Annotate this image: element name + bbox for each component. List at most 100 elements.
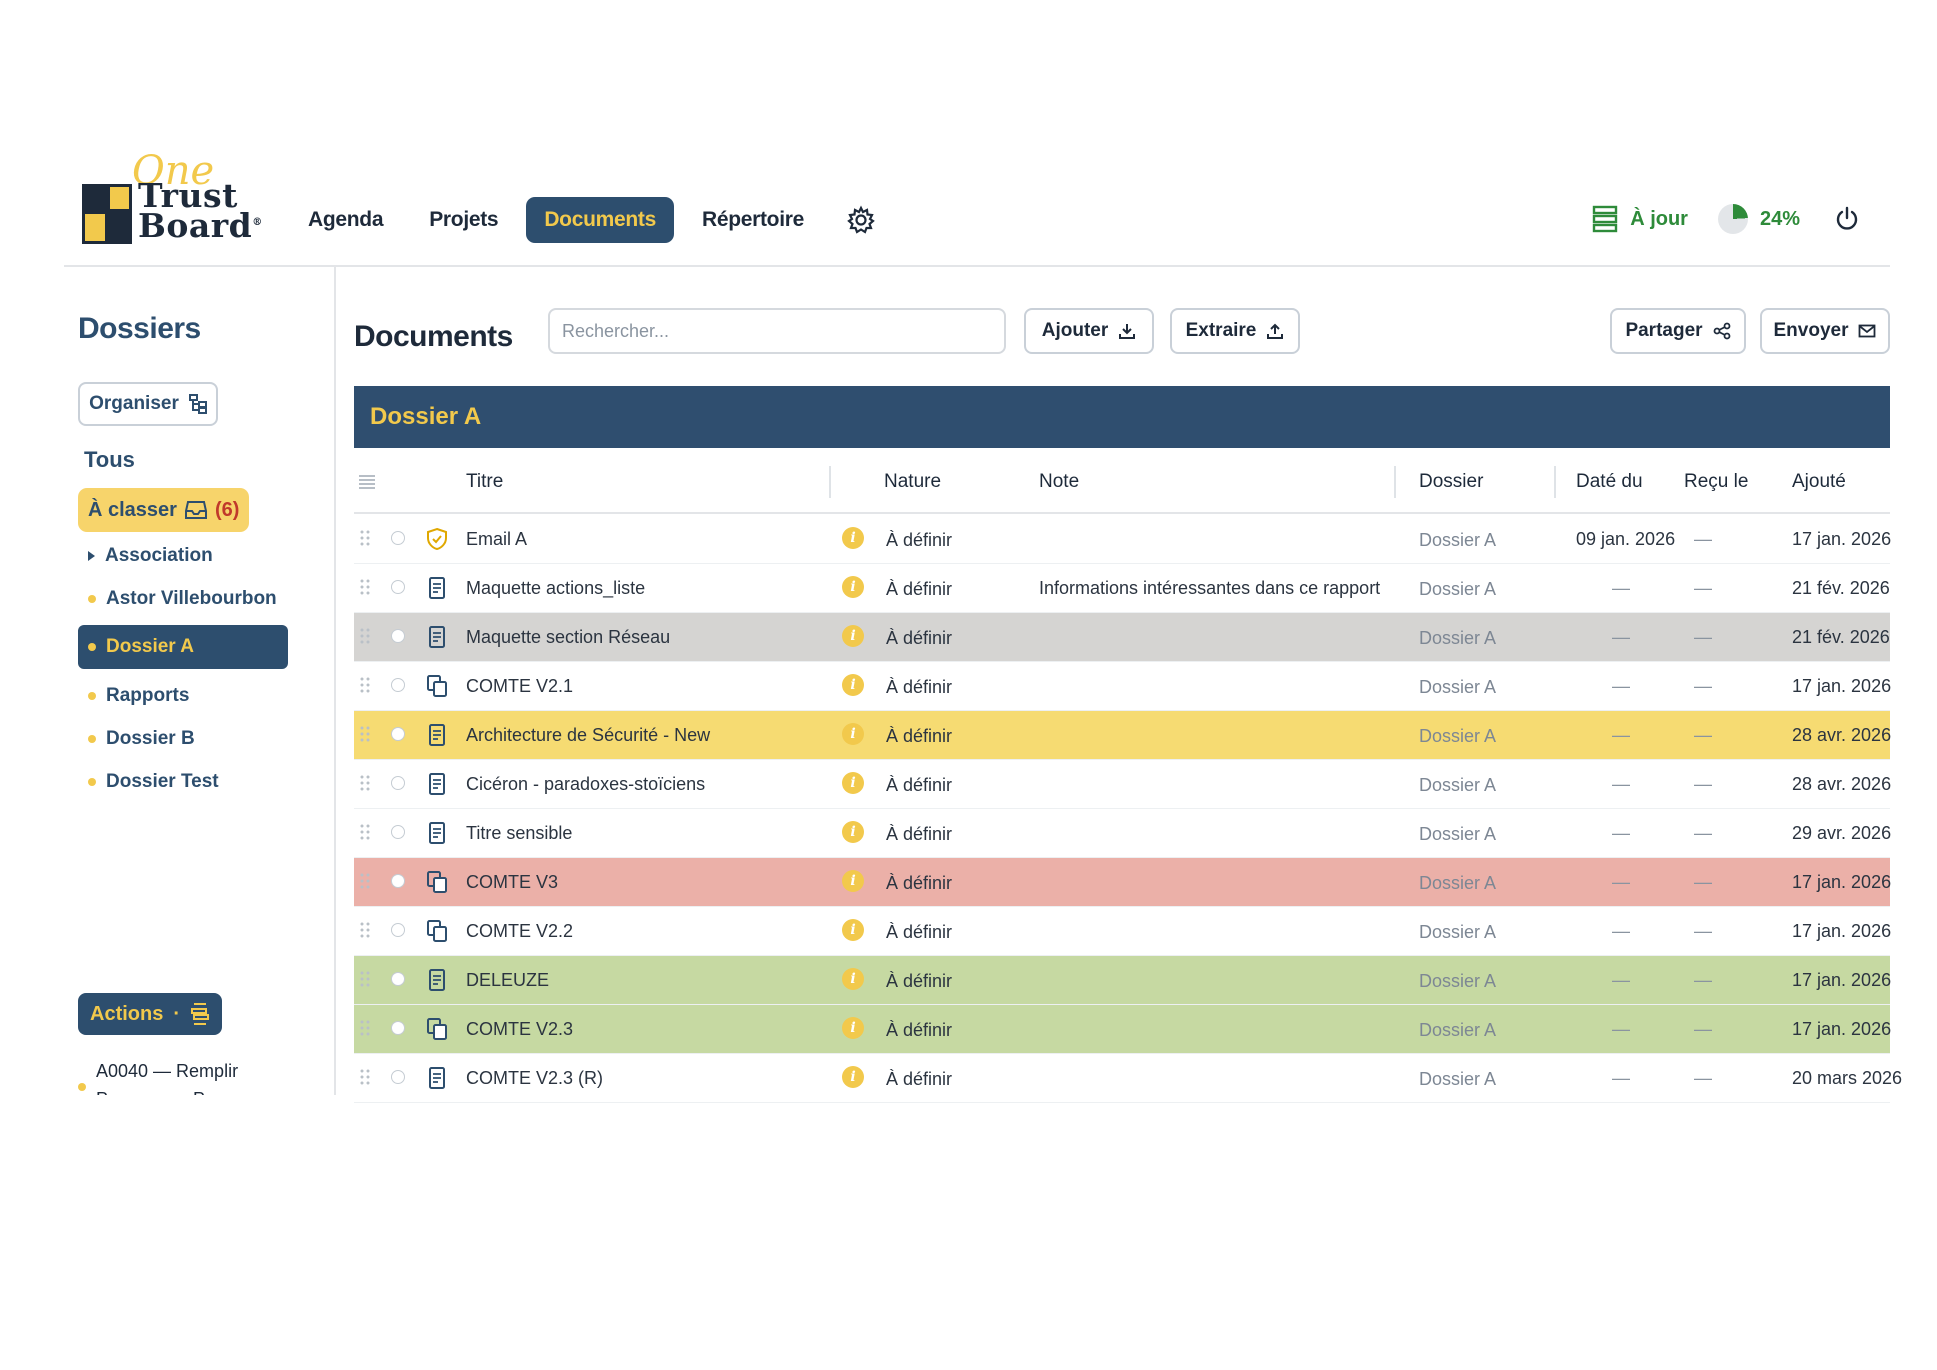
col-date[interactable]: Daté du [1576, 471, 1643, 492]
row-select-radio[interactable] [391, 923, 405, 937]
cell-nature[interactable]: À définir [886, 726, 953, 746]
drag-handle-icon[interactable] [360, 872, 370, 890]
drag-handle-icon[interactable] [360, 1019, 370, 1037]
cell-titre[interactable]: COMTE V2.3 (R) [466, 1068, 604, 1088]
table-row[interactable]: COMTE V2.3 i À définir Dossier A — — 17 jan. 2… [354, 1005, 1891, 1054]
cell-titre[interactable]: Email A [466, 529, 528, 549]
sidebar-folder[interactable]: Astor Villebourbon [78, 582, 288, 615]
table-row[interactable]: Maquette actions_liste i À définir Informat… [354, 564, 1890, 613]
cell-nature[interactable]: À définir [886, 677, 953, 697]
row-select-radio[interactable] [391, 580, 405, 594]
table-row[interactable]: Architecture de Sécurité - New i À définir… [354, 711, 1891, 760]
info-icon[interactable]: i [842, 674, 864, 696]
table-row[interactable]: DELEUZE i À définir Dossier A — — 17 jan. 2026 [354, 956, 1891, 1005]
envoyer-button[interactable]: Envoyer [1760, 308, 1890, 354]
col-nature[interactable]: Nature [884, 471, 942, 492]
drag-handle-icon[interactable] [360, 529, 370, 547]
expand-triangle-icon[interactable] [88, 550, 95, 561]
cell-titre[interactable]: COMTE V2.2 [466, 921, 574, 941]
info-icon[interactable]: i [842, 1017, 864, 1039]
drag-handle-icon[interactable] [360, 970, 370, 988]
sidebar-folder[interactable]: Dossier B [78, 722, 288, 755]
logo[interactable]: One Trust Board® [82, 148, 272, 248]
cell-nature[interactable]: À définir [886, 824, 953, 844]
row-select-radio[interactable] [391, 1021, 405, 1035]
info-icon[interactable]: i [842, 527, 864, 549]
col-dossier[interactable]: Dossier [1419, 471, 1484, 492]
info-icon[interactable]: i [842, 625, 864, 647]
cell-nature[interactable]: À définir [886, 1069, 953, 1089]
drag-handle-icon[interactable] [360, 921, 370, 939]
action-item[interactable]: A0040 — Remplir Parcoursup Poupou modifi… [78, 1057, 318, 1095]
cell-nature[interactable]: À définir [886, 579, 953, 599]
info-icon[interactable]: i [842, 772, 864, 794]
row-select-radio[interactable] [391, 678, 405, 692]
cell-nature[interactable]: À définir [886, 530, 953, 550]
info-icon[interactable]: i [842, 821, 864, 843]
info-icon[interactable]: i [842, 723, 864, 745]
cell-titre[interactable]: Architecture de Sécurité - New [466, 725, 711, 745]
cell-titre[interactable]: DELEUZE [466, 970, 550, 990]
row-select-radio[interactable] [391, 531, 405, 545]
row-select-radio[interactable] [391, 972, 405, 986]
row-select-radio[interactable] [391, 629, 405, 643]
info-icon[interactable]: i [842, 870, 864, 892]
tab-documents[interactable]: Documents [526, 197, 674, 243]
cell-titre[interactable]: COMTE V2.3 [466, 1019, 574, 1039]
database-sync-icon[interactable] [1592, 205, 1618, 233]
cell-note[interactable]: Informations intéressantes dans ce rappo… [1039, 578, 1381, 598]
table-row[interactable]: COMTE V3 i À définir Dossier A — — 17 jan. 202… [354, 858, 1891, 907]
drag-handle-icon[interactable] [360, 578, 370, 596]
column-menu-icon[interactable] [358, 474, 376, 490]
col-ajoute[interactable]: Ajouté [1792, 471, 1846, 492]
row-select-radio[interactable] [391, 1070, 405, 1084]
col-titre[interactable]: Titre [466, 471, 504, 492]
power-icon[interactable] [1834, 206, 1860, 232]
a-classer-button[interactable]: À classer (6) [78, 488, 250, 532]
sidebar-folder[interactable]: Association [78, 539, 288, 572]
info-icon[interactable]: i [842, 968, 864, 990]
sidebar-folder[interactable]: Rapports [78, 679, 288, 712]
actions-button[interactable]: Actions · [78, 993, 223, 1035]
info-icon[interactable]: i [842, 576, 864, 598]
cell-nature[interactable]: À définir [886, 873, 953, 893]
tab-projets[interactable]: Projets [429, 208, 499, 231]
cell-nature[interactable]: À définir [886, 775, 953, 795]
cell-titre[interactable]: Maquette section Réseau [466, 627, 671, 647]
organiser-button[interactable]: Organiser [78, 382, 218, 426]
cell-titre[interactable]: Maquette actions_liste [466, 578, 646, 598]
table-row[interactable]: Titre sensible i À définir Dossier A — — 29 av… [354, 809, 1891, 858]
info-icon[interactable]: i [842, 919, 864, 941]
partager-button[interactable]: Partager [1610, 308, 1746, 354]
col-recu[interactable]: Reçu le [1684, 471, 1749, 492]
gear-icon[interactable] [846, 205, 876, 235]
cell-titre[interactable]: Titre sensible [466, 823, 573, 843]
row-select-radio[interactable] [391, 776, 405, 790]
sidebar-folder[interactable]: Dossier Test [78, 765, 288, 798]
cell-titre[interactable]: COMTE V2.1 [466, 676, 574, 696]
row-select-radio[interactable] [391, 727, 405, 741]
table-row[interactable]: COMTE V2.3 (R) i À définir Dossier A — — 20 ma… [354, 1054, 1902, 1103]
info-icon[interactable]: i [842, 1066, 864, 1088]
sidebar-folder[interactable]: Dossier A [78, 625, 288, 669]
col-note[interactable]: Note [1039, 471, 1080, 492]
drag-handle-icon[interactable] [360, 627, 370, 645]
cell-titre[interactable]: COMTE V3 [466, 872, 559, 892]
extraire-button[interactable]: Extraire [1170, 308, 1300, 354]
drag-handle-icon[interactable] [360, 774, 370, 792]
cell-nature[interactable]: À définir [886, 1020, 953, 1040]
drag-handle-icon[interactable] [360, 725, 370, 743]
cell-titre[interactable]: Cicéron - paradoxes-stoïciens [466, 774, 706, 794]
drag-handle-icon[interactable] [360, 1068, 370, 1086]
table-row[interactable]: COMTE V2.1 i À définir Dossier A — — 17 jan. 2… [354, 662, 1891, 711]
filter-tous[interactable]: Tous [84, 447, 135, 472]
cell-nature[interactable]: À définir [886, 971, 953, 991]
tab-agenda[interactable]: Agenda [308, 208, 384, 231]
tab-rpertoire[interactable]: Répertoire [701, 208, 804, 231]
table-row[interactable]: Maquette section Réseau i À définir Dossier… [354, 613, 1890, 662]
ajouter-button[interactable]: Ajouter [1024, 308, 1154, 354]
cell-nature[interactable]: À définir [886, 922, 953, 942]
cell-nature[interactable]: À définir [886, 628, 953, 648]
drag-handle-icon[interactable] [360, 676, 370, 694]
search-input[interactable] [548, 308, 1006, 354]
